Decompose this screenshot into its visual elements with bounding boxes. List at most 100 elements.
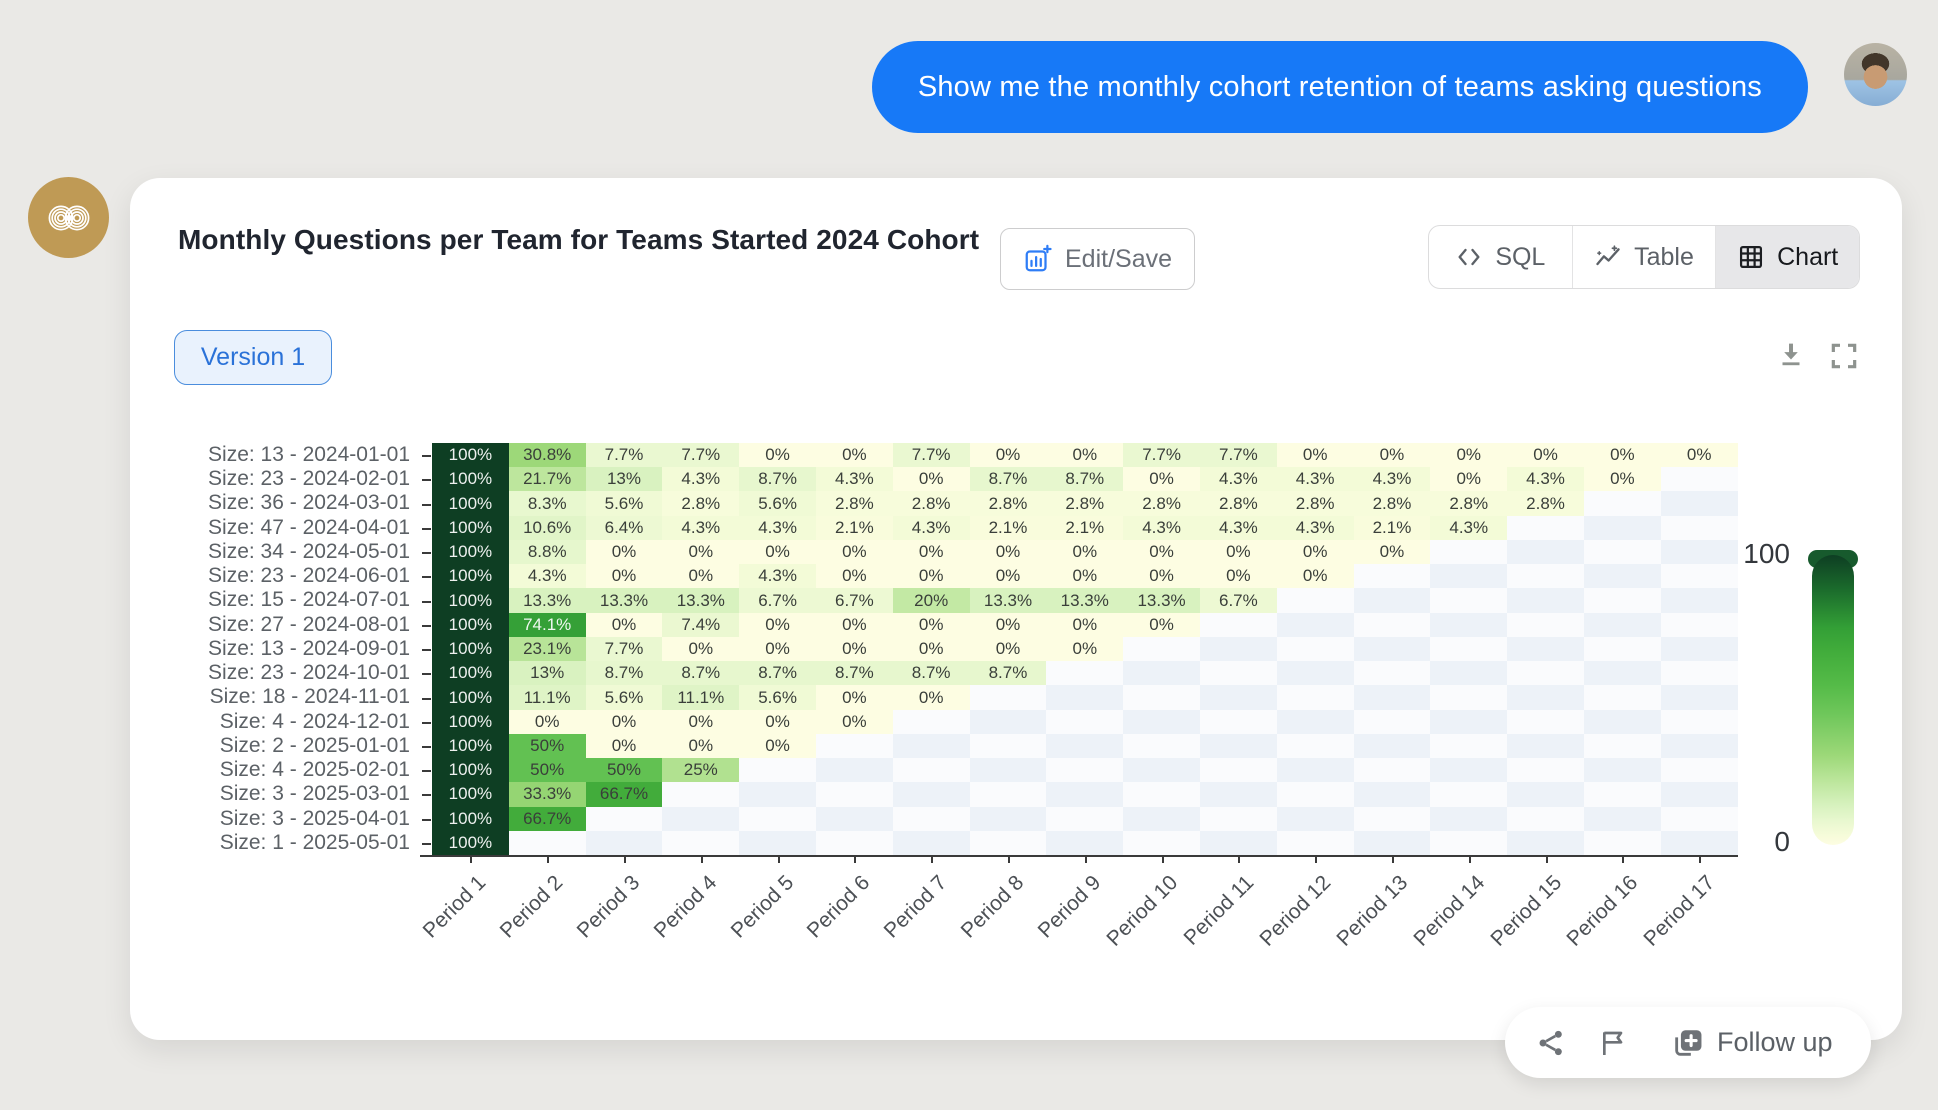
heatmap-cell: 11.1%: [508, 685, 586, 710]
heatmap-cell: 66.7%: [508, 806, 586, 831]
heatmap-empty-cell: [1583, 636, 1661, 662]
heatmap-cell: 2.8%: [969, 491, 1047, 516]
fullscreen-icon[interactable]: [1828, 340, 1860, 372]
download-icon[interactable]: [1774, 338, 1808, 372]
heatmap-empty-cell: [1660, 636, 1738, 662]
heatmap-cell: 100%: [432, 709, 509, 734]
heatmap-empty-cell: [1507, 733, 1584, 759]
edit-save-button[interactable]: Edit/Save: [1000, 228, 1196, 290]
heatmap-empty-cell: [1507, 830, 1584, 856]
heatmap-cell: 2.8%: [1353, 491, 1431, 516]
heatmap-cell: 13%: [508, 661, 586, 686]
heatmap-empty-cell: [1583, 830, 1661, 856]
heatmap-empty-cell: [1583, 539, 1661, 565]
heatmap-empty-cell: [1660, 515, 1738, 540]
heatmap-cell: 7.4%: [662, 612, 740, 637]
heatmap-empty-cell: [1276, 733, 1354, 759]
heatmap-cell: 100%: [432, 661, 509, 686]
heatmap-cell: 4.3%: [1199, 467, 1277, 492]
row-label: Size: 15 - 2024-07-01: [208, 588, 410, 612]
tab-chart[interactable]: Chart: [1716, 226, 1859, 288]
heatmap-cell: 66.7%: [585, 782, 663, 807]
version-chip[interactable]: Version 1: [174, 330, 332, 385]
heatmap-empty-cell: [1046, 709, 1124, 734]
tab-table[interactable]: Table: [1573, 226, 1717, 288]
heatmap-cell: 0%: [585, 733, 663, 759]
heatmap-empty-cell: [1660, 806, 1738, 831]
heatmap-empty-cell: [1660, 564, 1738, 589]
heatmap-cell: 4.3%: [508, 564, 586, 589]
y-tick: [422, 673, 431, 676]
heatmap-cell: 8.7%: [892, 661, 970, 686]
version-label: Version 1: [200, 343, 306, 371]
heatmap-cell: 0%: [1276, 443, 1354, 468]
tab-table-label: Table: [1634, 242, 1694, 271]
heatmap-empty-cell: [739, 758, 816, 783]
heatmap-cell: 13.3%: [585, 588, 663, 613]
x-tick: [1315, 855, 1318, 864]
follow-up-button[interactable]: Follow up: [1671, 1026, 1833, 1060]
heatmap-empty-cell: [1123, 733, 1200, 759]
heatmap-cell: 0%: [1046, 636, 1124, 662]
y-tick: [422, 600, 431, 603]
y-tick: [422, 576, 431, 579]
heatmap-cell: 0%: [585, 612, 663, 637]
heatmap-cell: 0%: [1046, 564, 1124, 589]
heatmap-cell: 2.8%: [815, 491, 893, 516]
row-label: Size: 23 - 2024-02-01: [208, 467, 410, 491]
heatmap-empty-cell: [1123, 636, 1200, 662]
heatmap-cell: 50%: [585, 758, 663, 783]
flag-icon[interactable]: [1597, 1027, 1629, 1059]
tab-sql-label: SQL: [1495, 242, 1546, 271]
row-label: Size: 47 - 2024-04-01: [208, 515, 410, 539]
y-tick: [422, 842, 431, 845]
heatmap-cell: 0%: [1276, 564, 1354, 589]
view-tab-group: SQL Table Chart: [1428, 225, 1860, 289]
heatmap-empty-cell: [662, 830, 740, 856]
heatmap-empty-cell: [815, 733, 893, 759]
heatmap-empty-cell: [1199, 806, 1277, 831]
x-tick: [624, 855, 626, 864]
heatmap-empty-cell: [1583, 733, 1661, 759]
heatmap-empty-cell: [739, 806, 816, 831]
colorbar-min-label: 0: [1774, 826, 1790, 857]
heatmap-empty-cell: [1507, 515, 1584, 540]
heatmap-cell: 0%: [969, 636, 1047, 662]
heatmap-empty-cell: [1276, 685, 1354, 710]
heatmap-empty-cell: [1583, 612, 1661, 637]
heatmap-cell: 13.3%: [508, 588, 586, 613]
follow-up-label: Follow up: [1717, 1027, 1833, 1057]
heatmap-cell: 2.8%: [1507, 491, 1584, 516]
heatmap-cell: 2.8%: [1046, 491, 1124, 516]
y-tick: [422, 721, 431, 724]
heatmap-cell: 0%: [815, 443, 893, 468]
tab-sql[interactable]: SQL: [1429, 226, 1573, 288]
heatmap-empty-cell: [1199, 685, 1277, 710]
row-label: Size: 1 - 2025-05-01: [219, 830, 410, 854]
heatmap-cell: 100%: [432, 443, 509, 468]
x-tick: [1392, 855, 1394, 864]
y-tick: [422, 503, 431, 506]
heatmap-empty-cell: [1583, 515, 1661, 540]
heatmap-empty-cell: [1507, 636, 1584, 662]
share-icon[interactable]: [1535, 1027, 1567, 1059]
heatmap-empty-cell: [1660, 539, 1738, 565]
heatmap-empty-cell: [1353, 685, 1431, 710]
user-avatar[interactable]: [1844, 43, 1907, 106]
heatmap-cell: 100%: [432, 491, 509, 516]
heatmap-cell: 4.3%: [662, 515, 740, 540]
heatmap-empty-cell: [969, 782, 1047, 807]
heatmap-empty-cell: [969, 733, 1047, 759]
heatmap-empty-cell: [1276, 588, 1354, 613]
heatmap-cell: 0%: [1583, 467, 1661, 492]
heatmap-cell: 2.8%: [1199, 491, 1277, 516]
heatmap-empty-cell: [1430, 539, 1508, 565]
answer-card: Monthly Questions per Team for Teams Sta…: [130, 178, 1902, 1040]
heatmap-cell: 0%: [662, 636, 740, 662]
x-tick: [931, 855, 934, 864]
heatmap-cell: 0%: [815, 636, 893, 662]
heatmap-cell: 8.7%: [1046, 467, 1124, 492]
heatmap-empty-cell: [815, 758, 893, 783]
add-follow-up-icon: [1671, 1026, 1705, 1060]
heatmap-cell: 4.3%: [1199, 515, 1277, 540]
